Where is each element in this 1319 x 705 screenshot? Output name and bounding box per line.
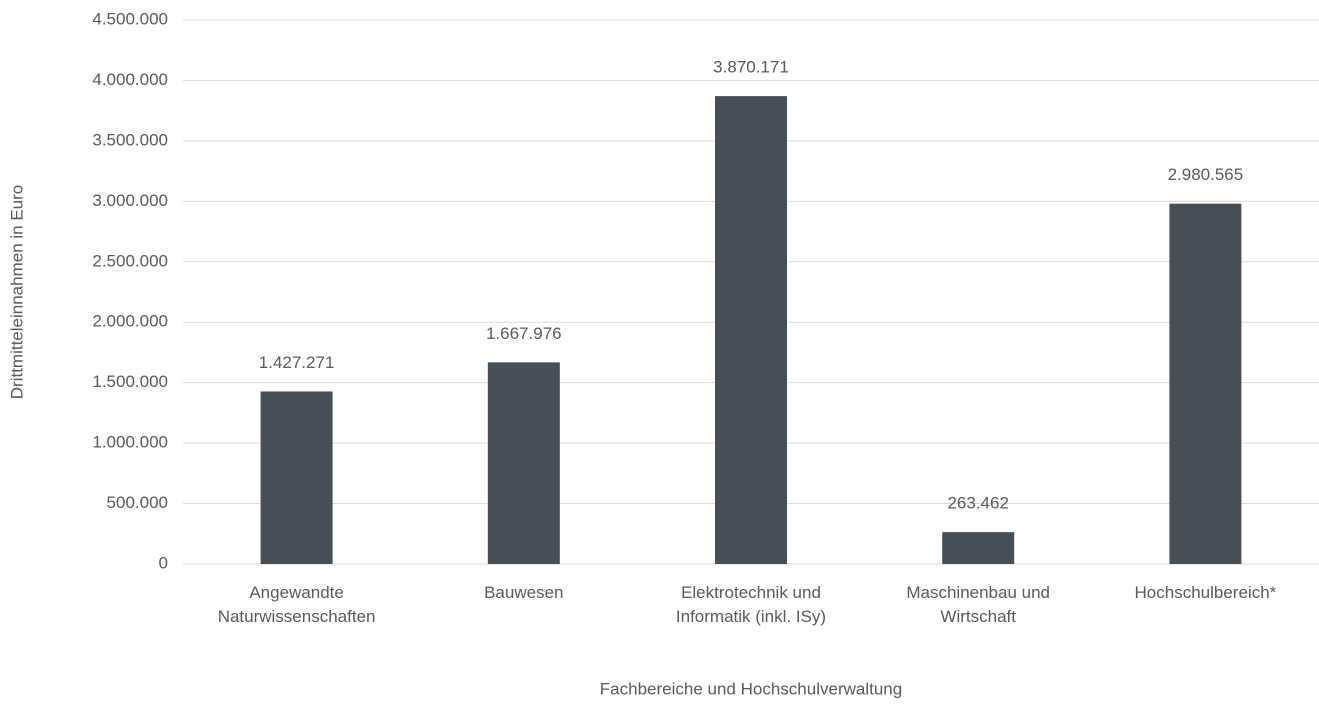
bar: [1169, 203, 1242, 565]
bar: [487, 362, 560, 564]
data-label: 1.667.976: [486, 324, 562, 343]
y-tick-label: 1.000.000: [92, 433, 168, 452]
x-tick-label: Angewandte Naturwissenschaften: [217, 583, 376, 626]
y-tick-label: 1.500.000: [92, 372, 168, 391]
y-tick-label: 2.000.000: [92, 312, 168, 331]
bar: [715, 96, 787, 564]
x-axis-title: Fachbereiche und Hochschulverwaltung: [600, 679, 902, 698]
data-label: 1.427.271: [259, 353, 335, 372]
x-tick-label: Maschinenbau und Wirtschaft: [906, 583, 1051, 626]
x-tick-label: Bauwesen: [484, 583, 564, 602]
y-tick-label: 500.000: [107, 493, 168, 512]
y-tick-label: 3.000.000: [92, 191, 168, 210]
y-tick-label: 2.500.000: [92, 251, 168, 270]
y-tick-label: 0: [159, 553, 168, 572]
bar: [942, 532, 1015, 564]
y-tick-label: 4.000.000: [92, 70, 168, 89]
data-label: 2.980.565: [1168, 165, 1244, 184]
bar: [260, 391, 333, 564]
data-label: 3.870.171: [713, 58, 789, 77]
x-tick-label-box: Hochschulbereich*: [1134, 583, 1277, 602]
x-tick-label: Hochschulbereich*: [1134, 583, 1277, 602]
x-tick-label-box: Angewandte Naturwissenschaften: [217, 583, 376, 626]
x-tick-label-box: Maschinenbau und Wirtschaft: [906, 583, 1051, 626]
y-tick-label: 4.500.000: [92, 9, 168, 28]
x-tick-label: Elektrotechnik und Informatik (inkl. ISy…: [675, 583, 827, 626]
data-label: 263.462: [947, 494, 1008, 513]
y-axis-title: Drittmitteleinnahmen in Euro: [7, 185, 26, 399]
y-tick-label: 3.500.000: [92, 130, 168, 149]
x-tick-label-box: Bauwesen: [484, 583, 564, 602]
x-tick-label-box: Elektrotechnik und Informatik (inkl. ISy…: [675, 583, 827, 626]
